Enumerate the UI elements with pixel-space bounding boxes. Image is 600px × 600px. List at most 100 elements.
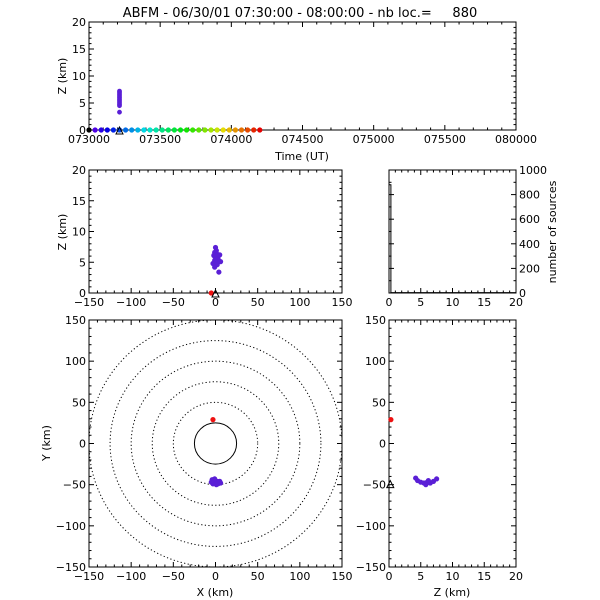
z-x-xtick-label: 150	[332, 296, 353, 309]
histogram-ytick-label: 800	[519, 189, 540, 202]
y-x-frame	[88, 319, 343, 568]
z-time-time-marker	[238, 127, 245, 133]
histogram-bar	[388, 184, 392, 293]
y-x-xtick-label: 0	[212, 570, 219, 583]
z-x-xtick-label: 50	[251, 296, 265, 309]
histogram-xtick-label: 10	[446, 296, 460, 309]
y-x-xtick-label: −100	[116, 570, 146, 583]
z-time-point	[117, 109, 122, 115]
histogram-ytick-label: 600	[519, 213, 540, 226]
histogram-ylabel: number of sources	[546, 180, 559, 283]
y-x-ytick-label: 0	[79, 438, 86, 451]
z-time-time-marker	[129, 127, 135, 133]
y-x-ytick-label: −150	[56, 561, 86, 574]
z-time-xtick-label: 074500	[282, 133, 324, 146]
z-time-time-marker	[135, 127, 141, 133]
z-time-xtick-label: 074000	[210, 133, 252, 146]
z-time-time-marker	[147, 127, 153, 133]
z-time-time-marker	[232, 127, 238, 133]
y-x-range-ring	[130, 360, 301, 527]
y-x-xtick-label: 50	[251, 570, 265, 583]
histogram-xtick-label: 20	[509, 296, 523, 309]
z-time-time-marker	[184, 127, 190, 133]
y-z-red-point	[388, 417, 394, 423]
y-x-ytick-label: −100	[56, 520, 86, 533]
z-time-xtick-label: 075000	[353, 133, 395, 146]
z-time-ylabel: Z (km)	[56, 58, 69, 95]
figure-title: ABFM - 06/30/01 07:30:00 - 08:00:00 - nb…	[123, 6, 478, 21]
z-time-xtick-label: 080000	[495, 133, 537, 146]
z-x-ytick-label: 10	[72, 226, 86, 239]
z-time-frame	[88, 21, 517, 131]
y-x-xtick-label: 100	[289, 570, 310, 583]
z-time-time-marker	[226, 127, 232, 133]
y-x-range-ring	[172, 401, 259, 486]
z-time-time-marker	[86, 127, 92, 133]
z-time-time-marker	[171, 127, 177, 133]
y-z-ytick-label: −150	[356, 561, 386, 574]
z-x-ylabel: Z (km)	[56, 214, 69, 251]
z-time-xtick-label: 073000	[68, 133, 110, 146]
y-x-ylabel: Y (km)	[40, 425, 53, 462]
z-x-xtick-label: −100	[116, 296, 146, 309]
histogram-ytick-label: 0	[519, 287, 526, 300]
y-z-ytick-label: −100	[356, 520, 386, 533]
y-x-range-ring	[89, 320, 342, 567]
z-time-time-marker	[202, 127, 208, 133]
y-x-point	[208, 479, 214, 485]
z-time-point	[117, 103, 122, 109]
histogram-frame	[388, 169, 517, 294]
y-x-range-ring	[109, 340, 322, 547]
y-x-xtick-label: 150	[332, 570, 353, 583]
y-x-xtick-label: −150	[74, 570, 104, 583]
histogram-xtick-label: 5	[417, 296, 424, 309]
z-time-time-marker	[104, 127, 110, 133]
z-time-ytick-label: 0	[79, 124, 86, 137]
y-z-xtick-label: 10	[446, 570, 460, 583]
z-x-xtick-label: −150	[74, 296, 104, 309]
y-x-range-ring	[193, 422, 238, 465]
z-time-time-marker	[159, 127, 165, 133]
y-z-point	[413, 475, 419, 481]
z-time-station-marker	[115, 125, 124, 135]
z-x-point	[217, 252, 223, 258]
y-x-xtick-label: −50	[162, 570, 185, 583]
z-time-time-marker	[245, 127, 251, 133]
y-x-point	[212, 476, 218, 482]
z-time-time-marker	[110, 127, 116, 133]
z-x-ytick-label: 0	[79, 287, 86, 300]
z-time-time-marker	[123, 127, 129, 133]
z-x-station-marker	[211, 288, 220, 298]
y-x-xlabel: X (km)	[197, 586, 234, 599]
z-time-xlabel: Time (UT)	[274, 150, 329, 163]
y-z-point	[425, 477, 431, 484]
z-time-time-marker	[257, 127, 263, 133]
histogram-ytick-label: 200	[519, 262, 540, 275]
z-time-time-marker	[153, 127, 159, 133]
z-time-ytick-label: 10	[72, 70, 86, 83]
y-x-point	[217, 480, 224, 486]
z-time-time-marker	[214, 127, 220, 133]
z-time-ytick-label: 15	[72, 43, 86, 56]
y-x-range-ring	[151, 381, 280, 506]
z-time-time-marker	[165, 127, 171, 133]
z-x-red-point	[208, 290, 214, 296]
z-time-time-marker	[190, 127, 196, 133]
z-x-ytick-label: 20	[72, 164, 86, 177]
y-x-ytick-label: 50	[72, 396, 86, 409]
y-x-ytick-label: −50	[63, 479, 86, 492]
z-x-frame	[88, 169, 343, 294]
z-time-xtick-label: 073500	[139, 133, 181, 146]
z-time-time-marker	[98, 127, 104, 133]
z-time-time-marker	[251, 127, 257, 133]
y-z-ytick-label: 100	[365, 355, 386, 368]
histogram-ytick-label: 400	[519, 238, 540, 251]
y-x-ytick-label: 100	[65, 355, 86, 368]
y-z-point	[423, 482, 429, 488]
y-z-xtick-label: 20	[509, 570, 523, 583]
y-z-ytick-label: 50	[372, 396, 386, 409]
z-x-point	[216, 269, 222, 275]
y-x-red-point	[210, 417, 216, 423]
histogram-ytick-label: 1000	[519, 164, 547, 177]
